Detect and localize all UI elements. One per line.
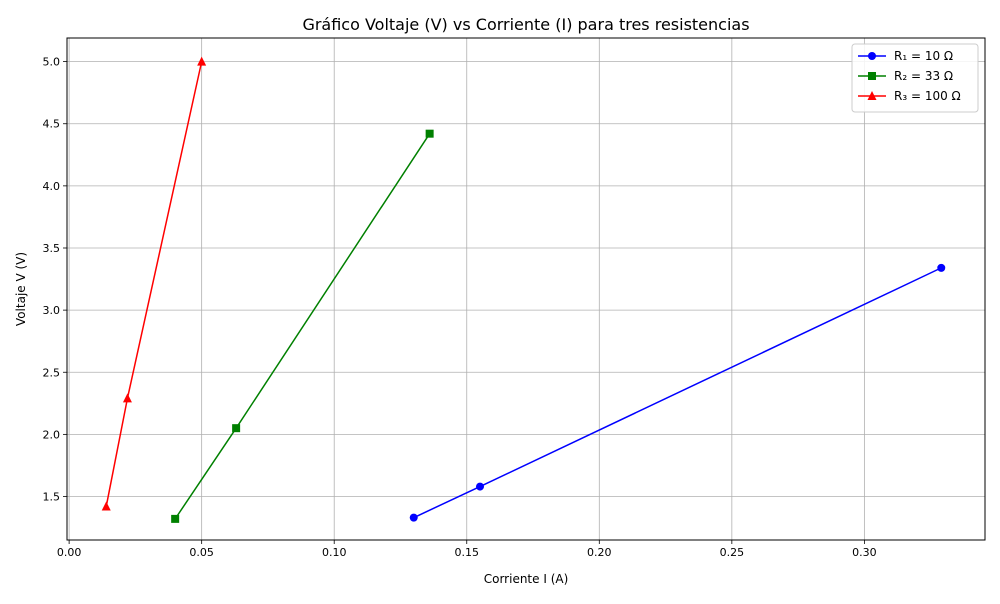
legend-marker [867,91,877,100]
y-tick-label: 4.0 [43,180,61,193]
data-point [197,56,207,66]
y-tick-label: 1.5 [43,491,61,504]
data-point [232,424,241,433]
y-tick-label: 3.5 [43,242,61,255]
data-point [101,501,111,511]
legend-label: R₁ = 10 Ω [894,49,953,63]
x-axis-label: Corriente I (A) [484,572,569,586]
series-2 [171,129,434,523]
legend-item: R₂ = 33 Ω [858,69,953,83]
y-tick-label: 4.5 [43,118,61,131]
x-tick-label: 0.20 [587,546,612,559]
x-tick-label: 0.10 [322,546,347,559]
x-tick-label: 0.15 [455,546,480,559]
data-point [171,514,180,523]
y-axis-label: Voltaje V (V) [14,252,28,326]
legend-marker [868,72,876,80]
legend-label: R₂ = 33 Ω [894,69,953,83]
y-tick-label: 2.5 [43,366,61,379]
x-tick-label: 0.00 [57,546,82,559]
data-point [425,129,434,138]
plot-frame [66,37,986,541]
series-1 [409,263,946,522]
legend-marker [868,52,876,60]
y-tick-label: 3.0 [43,304,61,317]
legend-item: R₁ = 10 Ω [858,49,953,63]
series-line [413,267,942,519]
x-tick-label: 0.05 [189,546,214,559]
legend-item: R₃ = 100 Ω [858,89,961,103]
legend-label: R₃ = 100 Ω [894,89,961,103]
y-axis-ticks: 1.5 2.0 2.5 3.0 3.5 4.0 4.5 5.0 [43,56,67,504]
series-line [174,133,431,520]
data-point [937,263,946,272]
series-3 [101,56,207,511]
chart-title: Gráfico Voltaje (V) vs Corriente (I) par… [302,15,749,34]
x-tick-label: 0.25 [720,546,745,559]
series-line [105,61,203,507]
x-tick-label: 0.30 [852,546,877,559]
legend: R₁ = 10 Ω R₂ = 33 Ω R₃ = 100 Ω [851,43,979,113]
series-layer [101,56,946,523]
grid [67,38,985,540]
legend-box [851,43,979,113]
y-tick-label: 2.0 [43,428,61,441]
data-point [409,513,418,522]
data-point [122,393,132,403]
y-tick-label: 5.0 [43,56,61,69]
data-point [476,482,485,491]
x-axis-ticks: 0.00 0.05 0.10 0.15 0.20 0.25 0.30 [57,540,877,559]
